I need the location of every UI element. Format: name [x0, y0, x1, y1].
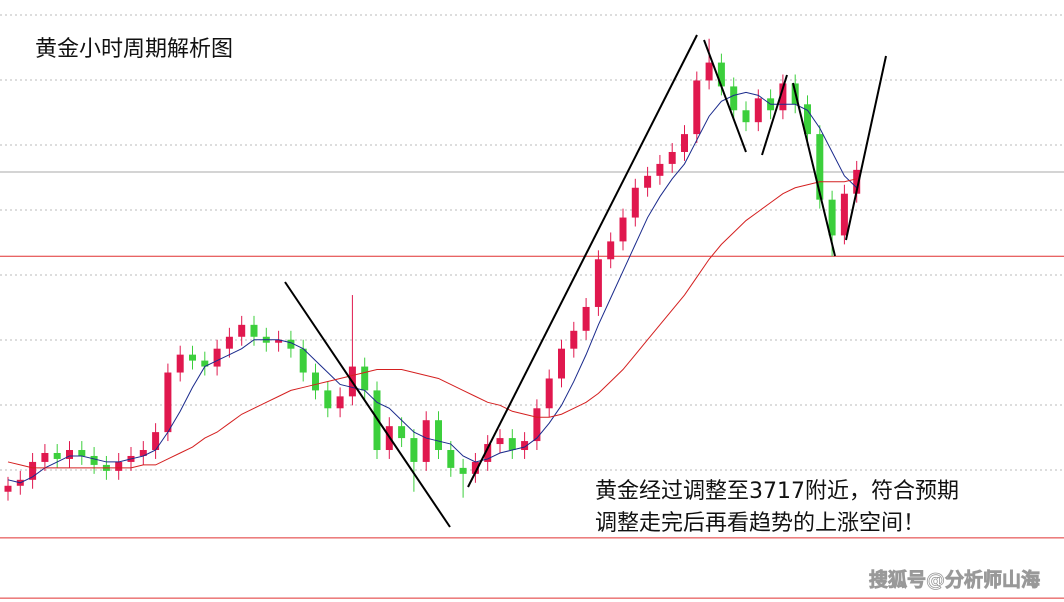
- candle-body: [705, 62, 713, 81]
- candle-body: [754, 98, 762, 123]
- candle-body: [90, 455, 98, 465]
- candle-body: [496, 438, 504, 445]
- candle-body: [53, 452, 61, 459]
- watermark: 搜狐号@分析师山海: [869, 568, 1040, 591]
- trend-lines: [284, 34, 887, 528]
- candle-body: [779, 83, 787, 111]
- candle-body: [4, 485, 12, 492]
- grid: [0, 14, 1064, 471]
- candle-body: [336, 396, 344, 409]
- candle-body: [189, 354, 196, 361]
- candle-body: [176, 354, 184, 373]
- candle-body: [435, 420, 442, 451]
- candle-body: [545, 378, 553, 409]
- candle-body: [607, 241, 615, 260]
- candle-body: [533, 408, 541, 442]
- candle-body: [250, 324, 258, 337]
- candle-body: [681, 134, 688, 152]
- candle-body: [398, 426, 406, 439]
- candle-body: [816, 134, 824, 200]
- candle-body: [41, 452, 49, 462]
- trend-line: [284, 281, 451, 528]
- candle-body: [742, 110, 750, 123]
- candle-body: [570, 330, 578, 349]
- candle-body: [656, 163, 664, 176]
- candle-body: [201, 360, 209, 367]
- candle-body: [447, 450, 455, 468]
- chart-title: 黄金小时周期解析图: [35, 37, 233, 62]
- candle-body: [730, 86, 738, 111]
- candle-body: [213, 348, 221, 367]
- candle-body: [668, 151, 676, 164]
- candle-body: [558, 348, 565, 379]
- trend-line: [792, 82, 836, 257]
- candle-body: [361, 366, 369, 391]
- candle-body: [693, 80, 701, 135]
- candle-body: [804, 104, 811, 135]
- candle-body: [484, 444, 492, 462]
- candle-body: [717, 62, 725, 87]
- candle-body: [594, 259, 602, 307]
- moving-average: [7, 91, 858, 484]
- candle-body: [66, 450, 73, 459]
- candle-body: [139, 450, 147, 456]
- candle-body: [299, 348, 307, 373]
- candle-body: [459, 467, 467, 474]
- annotation: 调整走完后再看趋势的上涨空间！: [595, 511, 925, 536]
- candle-body: [275, 339, 283, 343]
- candle-body: [508, 438, 516, 451]
- candle-body: [324, 390, 332, 409]
- candle-body: [287, 339, 295, 349]
- candle-body: [471, 461, 479, 474]
- trend-line: [467, 34, 698, 488]
- candle-body: [619, 217, 627, 242]
- candle-body: [225, 336, 233, 349]
- candle-body: [853, 169, 861, 194]
- candle-body: [521, 441, 529, 451]
- candle-body: [312, 372, 319, 391]
- candle-body: [840, 193, 848, 236]
- trend-line: [703, 39, 747, 153]
- trend-line: [761, 74, 788, 156]
- candle-body: [582, 306, 590, 331]
- candle-body: [238, 324, 246, 337]
- candle-body: [410, 438, 418, 462]
- candle-body: [631, 187, 639, 218]
- candle-body: [422, 420, 430, 462]
- annotation: 黄金经过调整至3717附近，符合预期: [595, 479, 959, 504]
- candle-body: [152, 432, 160, 451]
- candle-body: [644, 175, 652, 188]
- candle-body: [29, 461, 37, 480]
- candle-body: [828, 199, 836, 236]
- candle-body: [115, 461, 123, 471]
- trend-line: [845, 55, 887, 241]
- moving-average: [7, 178, 857, 469]
- candle-body: [164, 372, 172, 433]
- candle-body: [78, 450, 86, 456]
